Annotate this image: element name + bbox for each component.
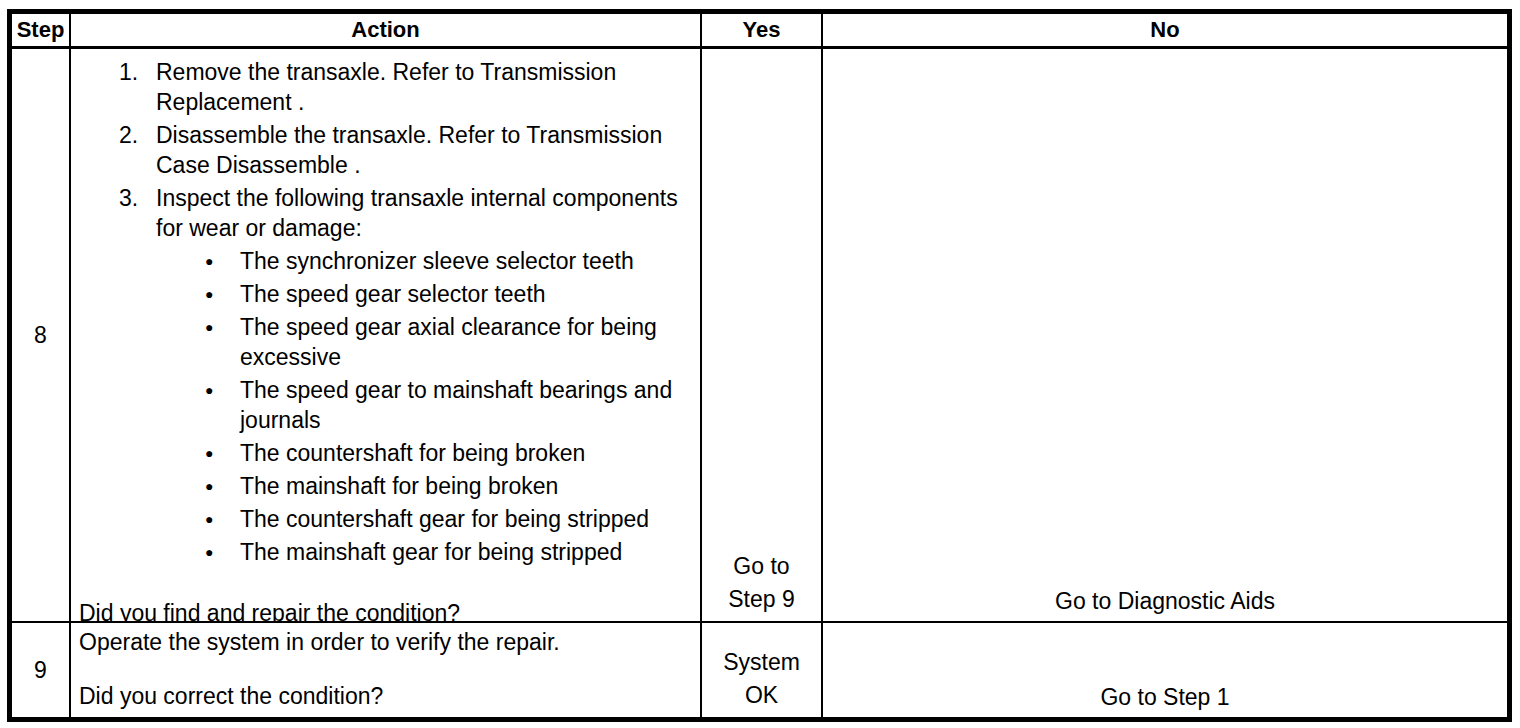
document-page: Step Action Yes No 8 1. Remove the trans… bbox=[0, 0, 1520, 728]
numbered-item: 1. Remove the transaxle. Refer to Transm… bbox=[119, 57, 694, 117]
numbered-item-index: 3. bbox=[119, 183, 156, 243]
result-line: System bbox=[723, 646, 800, 679]
bullet-icon: ● bbox=[205, 246, 240, 276]
bullet-icon: ● bbox=[205, 279, 240, 309]
bullet-item-text: The speed gear axial clearance for being… bbox=[240, 312, 694, 372]
bullet-item-text: The speed gear to mainshaft bearings and… bbox=[240, 375, 694, 435]
bullet-item-text: The mainshaft for being broken bbox=[240, 471, 694, 501]
bullet-icon: ● bbox=[205, 471, 240, 501]
header-step: Step bbox=[12, 14, 71, 49]
bullet-item-text: The countershaft for being broken bbox=[240, 438, 694, 468]
bullet-item-text: The synchronizer sleeve selector teeth bbox=[240, 246, 694, 276]
numbered-item: 3. Inspect the following transaxle inter… bbox=[119, 183, 694, 243]
bullet-item: ● The speed gear selector teeth bbox=[205, 279, 694, 309]
numbered-item: 2. Disassemble the transaxle. Refer to T… bbox=[119, 120, 694, 180]
row9-yes-result: System OK bbox=[723, 646, 800, 712]
bullet-item-text: The speed gear selector teeth bbox=[240, 279, 694, 309]
row9-action-cell: Operate the system in order to verify th… bbox=[71, 623, 702, 717]
result-line: Step 9 bbox=[728, 583, 795, 616]
bullet-icon: ● bbox=[205, 504, 240, 534]
bullet-item-text: The countershaft gear for being stripped bbox=[240, 504, 694, 534]
row9-yes-cell: System OK bbox=[702, 623, 823, 717]
row8-question: Did you find and repair the condition? bbox=[79, 598, 694, 623]
numbered-item-text: Disassemble the transaxle. Refer to Tran… bbox=[156, 120, 694, 180]
header-yes: Yes bbox=[702, 14, 823, 49]
bullet-item: ● The countershaft for being broken bbox=[205, 438, 694, 468]
step-number: 9 bbox=[34, 655, 47, 685]
bullet-icon: ● bbox=[205, 375, 240, 435]
result-line: Go to bbox=[728, 550, 795, 583]
row9-statement: Operate the system in order to verify th… bbox=[79, 627, 694, 657]
numbered-item-text: Inspect the following transaxle internal… bbox=[156, 183, 694, 243]
row8-action-lists: 1. Remove the transaxle. Refer to Transm… bbox=[79, 57, 694, 570]
row8-yes-result: Go to Step 9 bbox=[728, 550, 795, 616]
row8-step-cell: 8 bbox=[12, 49, 71, 623]
bullet-item: ● The countershaft gear for being stripp… bbox=[205, 504, 694, 534]
result-line: OK bbox=[723, 679, 800, 712]
bullet-item: ● The speed gear to mainshaft bearings a… bbox=[205, 375, 694, 435]
row9-no-result: Go to Step 1 bbox=[1100, 682, 1229, 712]
bullet-icon: ● bbox=[205, 438, 240, 468]
row8-no-cell: Go to Diagnostic Aids bbox=[823, 49, 1507, 623]
bullet-item: ● The mainshaft gear for being stripped bbox=[205, 537, 694, 567]
row9-step-cell: 9 bbox=[12, 623, 71, 717]
row8-no-result: Go to Diagnostic Aids bbox=[1055, 586, 1275, 616]
numbered-item-index: 2. bbox=[119, 120, 156, 180]
bullet-icon: ● bbox=[205, 312, 240, 372]
numbered-item-index: 1. bbox=[119, 57, 156, 117]
bullet-item-text: The mainshaft gear for being stripped bbox=[240, 537, 694, 567]
row9-no-cell: Go to Step 1 bbox=[823, 623, 1507, 717]
diagnostic-table: Step Action Yes No 8 1. Remove the trans… bbox=[7, 9, 1512, 722]
row8-yes-cell: Go to Step 9 bbox=[702, 49, 823, 623]
header-action: Action bbox=[71, 14, 702, 49]
step-number: 8 bbox=[34, 320, 47, 350]
bullet-item: ● The mainshaft for being broken bbox=[205, 471, 694, 501]
bullet-icon: ● bbox=[205, 537, 240, 567]
row8-action-cell: 1. Remove the transaxle. Refer to Transm… bbox=[71, 49, 702, 623]
header-no: No bbox=[823, 14, 1507, 49]
row9-question: Did you correct the condition? bbox=[79, 681, 694, 711]
bullet-item: ● The speed gear axial clearance for bei… bbox=[205, 312, 694, 372]
numbered-item-text: Remove the transaxle. Refer to Transmiss… bbox=[156, 57, 694, 117]
bullet-item: ● The synchronizer sleeve selector teeth bbox=[205, 246, 694, 276]
